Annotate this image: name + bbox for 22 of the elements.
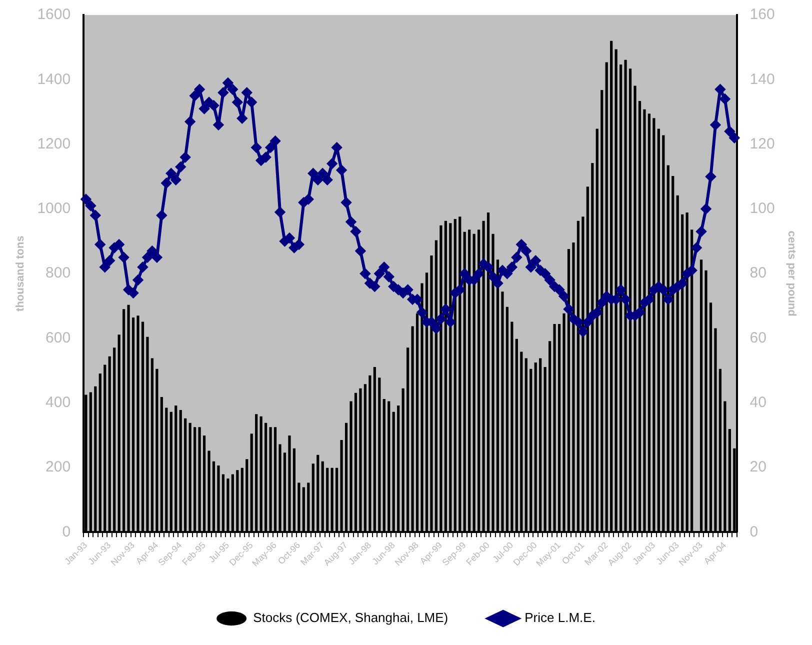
y2-tick-label: 160 <box>750 6 775 24</box>
y-tick-label: 400 <box>46 394 71 411</box>
y-tick-label: 200 <box>46 458 71 476</box>
y-tick-label: 600 <box>46 329 71 346</box>
y2-tick-label: 60 <box>750 329 766 346</box>
y-tick-label: 1600 <box>37 6 71 24</box>
y-tick-label: 1400 <box>37 70 71 88</box>
y-tick-label: 800 <box>46 264 71 282</box>
y-axis-title: thousand tons <box>14 236 27 312</box>
y-tick-label: 1200 <box>37 135 71 152</box>
y2-tick-label: 100 <box>750 200 775 218</box>
y-tick-label: 0 <box>62 523 71 540</box>
legend-label: Price L.M.E. <box>524 610 596 626</box>
y2-tick-label: 40 <box>750 394 766 411</box>
y2-tick-label: 0 <box>750 523 758 540</box>
y2-axis-title: cents per pound <box>785 230 798 316</box>
y2-tick-label: 140 <box>750 70 775 88</box>
y-tick-label: 1000 <box>37 200 71 218</box>
y2-tick-label: 20 <box>750 458 766 476</box>
y2-tick-label: 80 <box>750 264 766 282</box>
y2-tick-label: 120 <box>750 135 775 152</box>
legend-label: Stocks (COMEX, Shanghai, LME) <box>253 610 448 626</box>
